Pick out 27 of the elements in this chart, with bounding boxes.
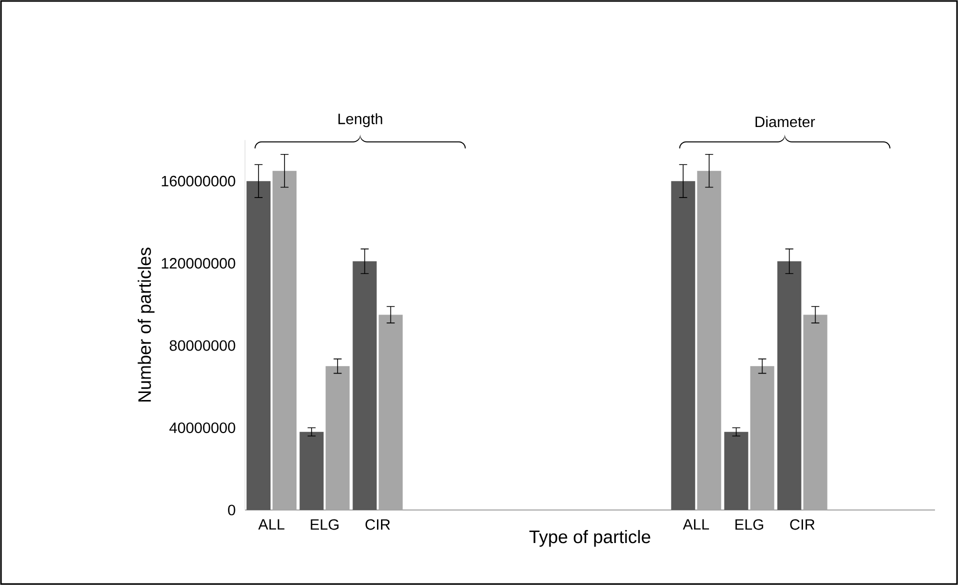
bar [803, 314, 828, 510]
y-tick-label: 0 [228, 504, 236, 516]
x-tick-label: ELG [735, 519, 764, 530]
x-tick-label: CIR [366, 519, 390, 530]
bar [671, 181, 696, 510]
bar [246, 181, 271, 510]
x-tick-label: ELG [310, 519, 339, 530]
y-tick-label: 160000000 [162, 176, 236, 186]
bar [777, 261, 802, 510]
bar [724, 432, 748, 510]
y-tick-label: 40000000 [169, 422, 236, 434]
y-axis-title: Number of particles [138, 248, 155, 402]
bar [352, 261, 377, 510]
bar [272, 170, 297, 510]
x-tick-label: CIR [790, 519, 815, 530]
x-tick-label: ALL [258, 519, 284, 530]
y-tick-label: 80000000 [170, 340, 236, 351]
y-tick-label: 120000000 [162, 258, 236, 269]
text: Length [338, 113, 382, 128]
bar [300, 432, 324, 510]
bar [750, 366, 774, 510]
bar [378, 314, 403, 510]
x-tick-label: ALL [682, 519, 710, 530]
bar [697, 170, 722, 510]
bar [326, 366, 350, 510]
x-axis-title: Type of particle [529, 530, 650, 547]
text: Diameter [756, 116, 815, 128]
